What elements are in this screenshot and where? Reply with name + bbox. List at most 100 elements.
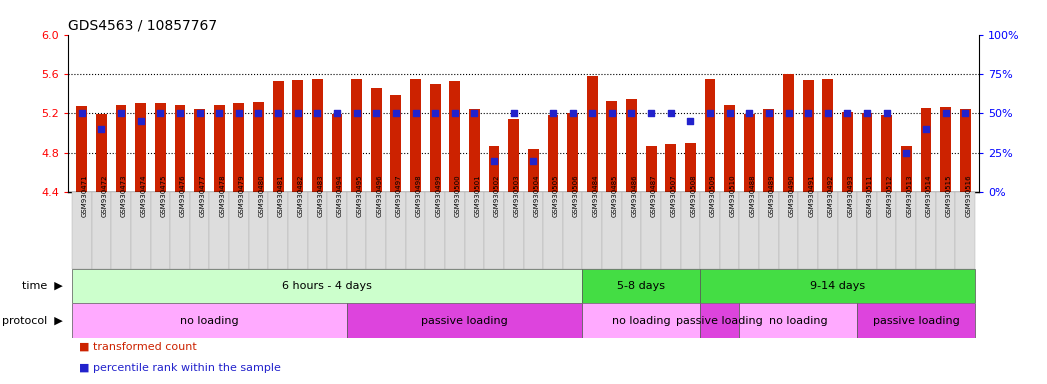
Point xyxy=(937,110,954,116)
Text: ■ percentile rank within the sample: ■ percentile rank within the sample xyxy=(79,363,281,373)
Text: GSM930507: GSM930507 xyxy=(671,174,676,217)
Bar xyxy=(602,192,622,269)
Text: GSM930475: GSM930475 xyxy=(160,175,166,217)
Text: protocol  ▶: protocol ▶ xyxy=(2,316,63,326)
Bar xyxy=(900,146,912,192)
Bar xyxy=(582,269,700,303)
Text: GSM930515: GSM930515 xyxy=(945,175,952,217)
Text: GSM930497: GSM930497 xyxy=(396,174,402,217)
Text: GSM930487: GSM930487 xyxy=(651,174,658,217)
Bar xyxy=(268,192,288,269)
Bar xyxy=(76,106,87,192)
Text: GSM930511: GSM930511 xyxy=(867,174,873,217)
Text: 6 hours - 4 days: 6 hours - 4 days xyxy=(283,281,372,291)
Bar xyxy=(72,269,582,303)
Text: no loading: no loading xyxy=(612,316,670,326)
Bar xyxy=(700,303,739,338)
Text: GSM930489: GSM930489 xyxy=(768,174,775,217)
Bar xyxy=(391,94,401,192)
Bar xyxy=(582,192,602,269)
Bar xyxy=(960,109,971,192)
Point xyxy=(760,110,777,116)
Bar xyxy=(857,192,877,269)
Point xyxy=(780,110,797,116)
Text: GSM930479: GSM930479 xyxy=(239,174,245,217)
Bar xyxy=(725,106,735,192)
Bar xyxy=(955,192,975,269)
Bar xyxy=(465,192,485,269)
Text: 5-8 days: 5-8 days xyxy=(618,281,665,291)
Point xyxy=(721,110,738,116)
Bar xyxy=(131,192,151,269)
Bar xyxy=(720,192,739,269)
Bar xyxy=(700,269,975,303)
Text: GSM930506: GSM930506 xyxy=(573,174,579,217)
Point xyxy=(682,118,698,124)
Point xyxy=(603,110,620,116)
Bar xyxy=(763,109,775,192)
Bar xyxy=(72,303,347,338)
Bar xyxy=(940,108,951,192)
Bar xyxy=(253,103,264,192)
Bar xyxy=(425,192,445,269)
Text: GDS4563 / 10857767: GDS4563 / 10857767 xyxy=(68,18,217,32)
Bar xyxy=(484,192,504,269)
Text: GSM930486: GSM930486 xyxy=(631,174,638,217)
Bar xyxy=(646,146,656,192)
Text: GSM930483: GSM930483 xyxy=(317,174,324,217)
Text: GSM930488: GSM930488 xyxy=(750,174,755,217)
Bar xyxy=(641,192,661,269)
Point xyxy=(329,110,346,116)
Bar xyxy=(705,79,715,192)
Point xyxy=(525,157,541,164)
Bar xyxy=(155,103,165,192)
Bar xyxy=(445,192,465,269)
Text: GSM930500: GSM930500 xyxy=(454,174,461,217)
Point xyxy=(859,110,875,116)
Bar xyxy=(606,101,618,192)
Point xyxy=(192,110,208,116)
Bar xyxy=(410,79,421,192)
Bar xyxy=(508,119,519,192)
Text: GSM930472: GSM930472 xyxy=(102,175,108,217)
Text: GSM930491: GSM930491 xyxy=(808,174,815,217)
Text: GSM930496: GSM930496 xyxy=(376,174,382,217)
Point xyxy=(230,110,247,116)
Point xyxy=(466,110,483,116)
Bar xyxy=(822,79,833,192)
Point xyxy=(250,110,267,116)
Text: GSM930509: GSM930509 xyxy=(710,174,716,217)
Bar xyxy=(862,113,872,192)
Bar xyxy=(371,88,382,192)
Point xyxy=(172,110,188,116)
Bar xyxy=(661,192,681,269)
Bar xyxy=(115,106,127,192)
Bar xyxy=(842,112,853,192)
Point xyxy=(820,110,837,116)
Bar xyxy=(524,192,543,269)
Bar xyxy=(799,192,818,269)
Bar xyxy=(288,192,308,269)
Text: GSM930508: GSM930508 xyxy=(690,174,696,217)
Bar xyxy=(818,192,838,269)
Bar xyxy=(567,113,578,192)
Bar xyxy=(896,192,916,269)
Bar xyxy=(386,192,406,269)
Text: passive loading: passive loading xyxy=(421,316,508,326)
Point xyxy=(407,110,424,116)
Text: GSM930516: GSM930516 xyxy=(965,174,972,217)
Text: GSM930503: GSM930503 xyxy=(514,174,519,217)
Bar xyxy=(347,192,366,269)
Bar xyxy=(347,303,582,338)
Bar xyxy=(838,192,857,269)
Text: GSM930485: GSM930485 xyxy=(611,175,618,217)
Text: GSM930480: GSM930480 xyxy=(259,174,265,217)
Bar xyxy=(528,149,539,192)
Text: passive loading: passive loading xyxy=(676,316,763,326)
Bar xyxy=(936,192,955,269)
Point xyxy=(741,110,758,116)
Text: GSM930492: GSM930492 xyxy=(828,175,833,217)
Text: GSM930499: GSM930499 xyxy=(436,174,441,217)
Bar xyxy=(429,84,441,192)
Point xyxy=(506,110,522,116)
